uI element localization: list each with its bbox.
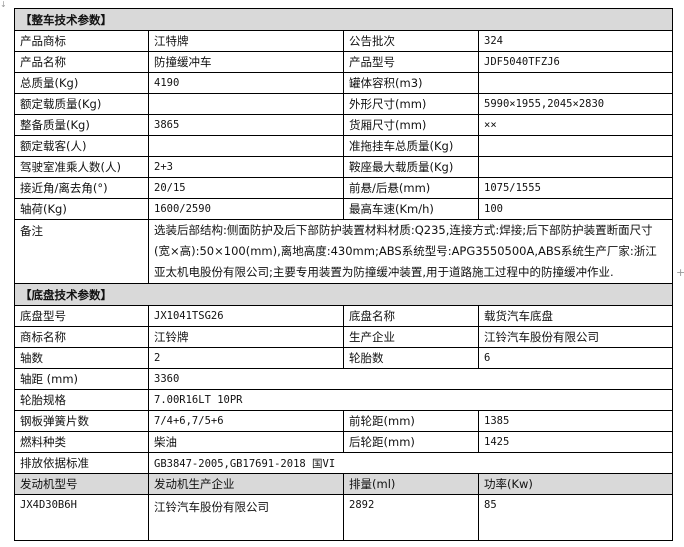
remark-row: 备注 选装后部结构:侧面防护及后下部防护装置材料材质:Q235,连接方式:焊接;后… — [14, 219, 673, 284]
table-row: 总质量(Kg) 4190 罐体容积(m3) — [14, 72, 673, 94]
table-row: 底盘型号 JX1041TSG26 底盘名称 载货汽车底盘 — [14, 305, 673, 327]
table-row: 轴数 2 轮胎数 6 — [14, 347, 673, 369]
value-cell: ×× — [478, 114, 673, 136]
label-cell: 钢板弹簧片数 — [14, 410, 149, 432]
value-cell: 江特牌 — [148, 30, 344, 52]
engine-header-row: 发动机型号 发动机生产企业 排量(ml) 功率(Kw) — [14, 473, 673, 495]
label-cell: 轴距 (mm) — [14, 368, 149, 390]
value-cell: 7/4+6,7/5+6 — [148, 410, 344, 432]
value-cell: 1075/1555 — [478, 177, 673, 199]
label-cell: 公告批次 — [343, 30, 479, 52]
value-cell: 江铃汽车股份有限公司 — [148, 494, 344, 541]
table-row: 产品名称 防撞缓冲车 产品型号 JDF5040TFZJ6 — [14, 51, 673, 73]
label-cell: 前悬/后悬(mm) — [343, 177, 479, 199]
value-cell: 100 — [478, 198, 673, 220]
label-cell: 驾驶室准乘人数(人) — [14, 156, 149, 178]
value-cell — [478, 156, 673, 178]
value-cell — [478, 72, 673, 94]
table-row: 商标名称 江铃牌 生产企业 江铃汽车股份有限公司 — [14, 326, 673, 348]
section-title: 【整车技术参数】 — [14, 8, 673, 31]
label-cell: 准拖挂车总质量(Kg) — [343, 135, 479, 157]
column-header: 功率(Kw) — [478, 473, 673, 495]
label-cell: 额定载质量(Kg) — [14, 93, 149, 115]
label-cell: 最高车速(Km/h) — [343, 198, 479, 220]
value-cell: 1425 — [478, 431, 673, 453]
label-cell: 产品型号 — [343, 51, 479, 73]
label-cell: 生产企业 — [343, 326, 479, 348]
label-cell: 接近角/离去角(°) — [14, 177, 149, 199]
value-cell: GB3847-2005,GB17691-2018 国VI — [148, 452, 673, 474]
section-title: 【底盘技术参数】 — [14, 283, 673, 306]
value-cell: 5990×1955,2045×2830 — [478, 93, 673, 115]
value-cell: 85 — [478, 494, 673, 541]
label-cell: 整备质量(Kg) — [14, 114, 149, 136]
label-cell: 轴数 — [14, 347, 149, 369]
label-cell: 货厢尺寸(mm) — [343, 114, 479, 136]
label-cell: 额定载客(人) — [14, 135, 149, 157]
value-cell: 江铃牌 — [148, 326, 344, 348]
section-header: 【底盘技术参数】 — [14, 283, 673, 306]
label-cell: 总质量(Kg) — [14, 72, 149, 94]
value-cell: 2 — [148, 347, 344, 369]
value-cell — [478, 135, 673, 157]
label-cell: 轮胎数 — [343, 347, 479, 369]
spec-table: 【整车技术参数】 产品商标 江特牌 公告批次 324 产品名称 防撞缓冲车 产品型号 JDF50… — [14, 8, 673, 541]
value-cell — [148, 93, 344, 115]
table-row: 额定载客(人) 准拖挂车总质量(Kg) — [14, 135, 673, 157]
value-cell: JX1041TSG26 — [148, 305, 344, 327]
label-cell: 后轮距(mm) — [343, 431, 479, 453]
value-cell: 6 — [478, 347, 673, 369]
value-cell: 3360 — [148, 368, 673, 390]
column-header: 排量(ml) — [343, 473, 479, 495]
add-row-icon[interactable]: + — [676, 266, 684, 279]
label-cell: 前轮距(mm) — [343, 410, 479, 432]
label-cell: 燃料种类 — [14, 431, 149, 453]
label-cell: 轴荷(Kg) — [14, 198, 149, 220]
table-row: 钢板弹簧片数 7/4+6,7/5+6 前轮距(mm) 1385 — [14, 410, 673, 432]
value-cell: 2892 — [343, 494, 479, 541]
value-cell: 3865 — [148, 114, 344, 136]
value-cell: 柴油 — [148, 431, 344, 453]
table-row: 轴荷(Kg) 1600/2590 最高车速(Km/h) 100 — [14, 198, 673, 220]
label-cell: 底盘名称 — [343, 305, 479, 327]
label-cell: 外形尺寸(mm) — [343, 93, 479, 115]
value-cell: 防撞缓冲车 — [148, 51, 344, 73]
value-cell: 4190 — [148, 72, 344, 94]
value-cell: 载货汽车底盘 — [478, 305, 673, 327]
value-cell: JDF5040TFZJ6 — [478, 51, 673, 73]
table-row: 额定载质量(Kg) 外形尺寸(mm) 5990×1955,2045×2830 — [14, 93, 673, 115]
label-cell: 产品商标 — [14, 30, 149, 52]
table-row: 轮胎规格 7.00R16LT 10PR — [14, 389, 673, 411]
label-cell: 轮胎规格 — [14, 389, 149, 411]
label-cell: 底盘型号 — [14, 305, 149, 327]
remark-text: 选装后部结构:侧面防护及后下部防护装置材料材质:Q235,连接方式:焊接;后下部… — [148, 219, 673, 284]
table-row: 接近角/离去角(°) 20/15 前悬/后悬(mm) 1075/1555 — [14, 177, 673, 199]
table-row: 燃料种类 柴油 后轮距(mm) 1425 — [14, 431, 673, 453]
label-cell: 排放依据标准 — [14, 452, 149, 474]
table-row: 整备质量(Kg) 3865 货厢尺寸(mm) ×× — [14, 114, 673, 136]
value-cell: 1600/2590 — [148, 198, 344, 220]
table-row: 产品商标 江特牌 公告批次 324 — [14, 30, 673, 52]
label-cell: 鞍座最大载质量(Kg) — [343, 156, 479, 178]
section-header: 【整车技术参数】 — [14, 8, 673, 31]
column-header: 发动机生产企业 — [148, 473, 344, 495]
value-cell: 2+3 — [148, 156, 344, 178]
value-cell: 1385 — [478, 410, 673, 432]
label-cell: 商标名称 — [14, 326, 149, 348]
table-row: 排放依据标准 GB3847-2005,GB17691-2018 国VI — [14, 452, 673, 474]
engine-row: JX4D30B6H 江铃汽车股份有限公司 2892 85 — [14, 494, 673, 541]
label-cell: 罐体容积(m3) — [343, 72, 479, 94]
value-cell: 江铃汽车股份有限公司 — [478, 326, 673, 348]
table-row: 驾驶室准乘人数(人) 2+3 鞍座最大载质量(Kg) — [14, 156, 673, 178]
label-cell: 产品名称 — [14, 51, 149, 73]
value-cell: 20/15 — [148, 177, 344, 199]
anchor-icon: ↓ — [0, 0, 7, 9]
column-header: 发动机型号 — [14, 473, 149, 495]
label-cell: 备注 — [14, 219, 149, 284]
value-cell: 324 — [478, 30, 673, 52]
value-cell — [148, 135, 344, 157]
value-cell: 7.00R16LT 10PR — [148, 389, 673, 411]
value-cell: JX4D30B6H — [14, 494, 149, 541]
table-row: 轴距 (mm) 3360 — [14, 368, 673, 390]
